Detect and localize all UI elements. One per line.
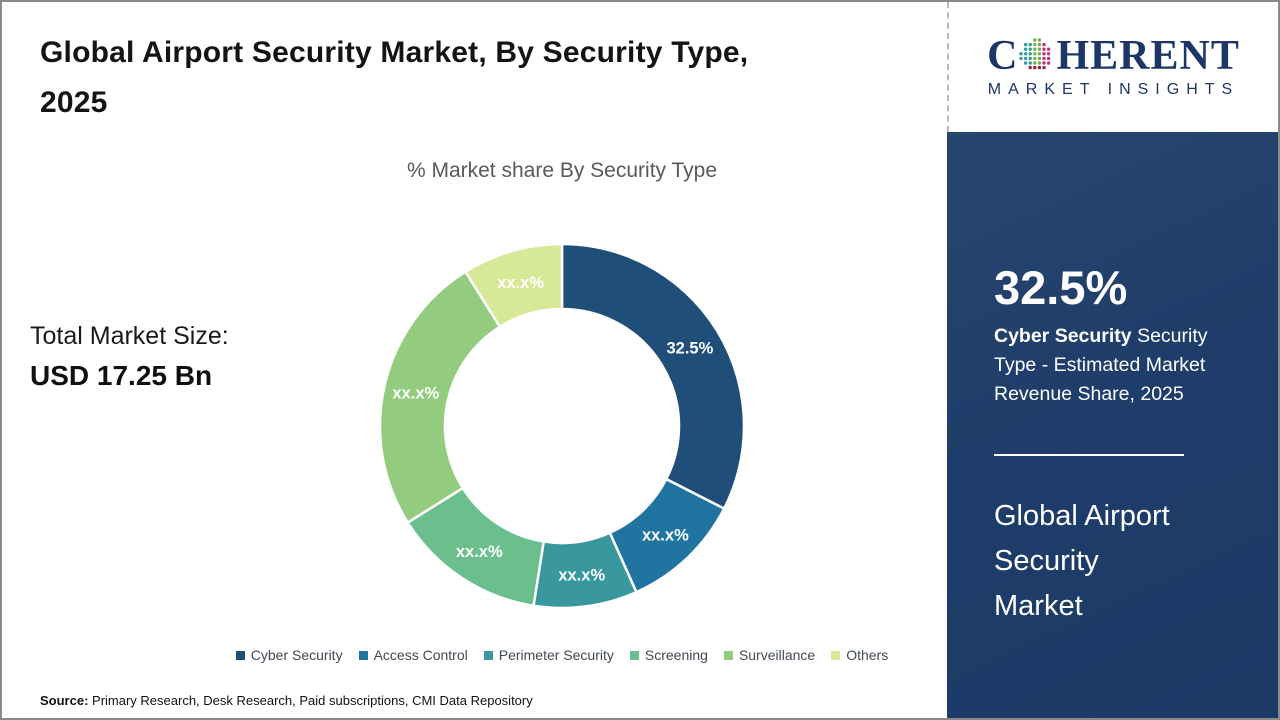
brand-logo-box: C HERENT MARKET INSIGHTS — [947, 2, 1278, 132]
globe-dot — [1038, 56, 1042, 61]
legend-item-cyber-security: Cyber Security — [235, 647, 343, 663]
donut-segment-label-cyber-security: 32.5% — [666, 340, 713, 358]
legend-swatch-icon — [483, 650, 493, 660]
globe-dot — [1047, 61, 1051, 65]
globe-dot — [1042, 52, 1047, 56]
donut-segment-others — [463, 242, 564, 329]
globe-dot — [1047, 52, 1051, 56]
page-title: Global Airport Security Market, By Secur… — [40, 28, 748, 128]
total-market-size: Total Market Size: USD 17.25 Bn — [30, 322, 229, 392]
donut-segment-cyber-security — [560, 242, 746, 511]
logo-letter-c: C — [987, 33, 1019, 79]
legend-item-perimeter-security: Perimeter Security — [483, 647, 614, 663]
brand-logo: C HERENT — [987, 35, 1240, 77]
globe-dot — [1038, 61, 1042, 65]
globe-dot — [1033, 47, 1037, 51]
globe-dot — [1047, 56, 1051, 61]
globe-dot — [1038, 47, 1042, 51]
logo-letters-rest: HERENT — [1056, 33, 1240, 79]
globe-dot — [1038, 42, 1042, 47]
brand-logo-subtext: MARKET INSIGHTS — [987, 81, 1240, 98]
panel-market-name: Global Airport Security Market — [994, 494, 1170, 629]
legend-swatch-icon — [831, 650, 841, 660]
chart-title: % Market share By Security Type — [406, 159, 718, 182]
globe-dot — [1028, 52, 1033, 56]
donut-segment-label-screening: xx.x% — [456, 543, 503, 561]
legend-item-access-control: Access Control — [358, 647, 468, 663]
market-size-label: Total Market Size: — [30, 322, 229, 350]
legend-label: Screening — [644, 647, 708, 663]
donut-chart-container: 32.5% xx.x% xx.x% xx.x% xx.x% xx.x% — [372, 236, 752, 616]
donut-chart: 32.5% xx.x% xx.x% xx.x% xx.x% xx.x% — [378, 242, 746, 610]
legend-label: Cyber Security — [250, 647, 343, 663]
globe-dot — [1038, 65, 1042, 70]
legend-item-surveillance: Surveillance — [723, 647, 816, 663]
globe-dot — [1033, 56, 1037, 61]
source-line: Source: Primary Research, Desk Research,… — [40, 693, 533, 708]
globe-dot — [1047, 47, 1051, 51]
donut-segment-label-access-control: xx.x% — [642, 527, 689, 545]
donut-segment-label-others: xx.x% — [497, 274, 544, 292]
globe-dot — [1033, 42, 1037, 47]
globe-dot — [1019, 52, 1024, 56]
globe-dot — [1028, 47, 1033, 51]
legend-swatch-icon — [235, 650, 245, 660]
highlight-stat-value: 32.5% — [994, 261, 1128, 314]
globe-dot — [1024, 61, 1028, 65]
legend-item-screening: Screening — [629, 647, 708, 663]
globe-dot — [1033, 38, 1037, 42]
panel-divider — [994, 454, 1184, 456]
donut-segment-label-perimeter-security: xx.x% — [558, 567, 605, 585]
market-size-value: USD 17.25 Bn — [30, 360, 213, 391]
legend-swatch-icon — [723, 650, 733, 660]
donut-segment-label-surveillance: xx.x% — [392, 384, 439, 402]
source-text: Primary Research, Desk Research, Paid su… — [92, 693, 533, 708]
globe-dot — [1042, 61, 1047, 65]
globe-dot — [1028, 56, 1033, 61]
legend-label: Others — [846, 647, 889, 663]
panel-market-name-line3: Market — [994, 590, 1083, 622]
donut-segment-surveillance — [378, 269, 502, 525]
globe-dot — [1028, 42, 1033, 47]
chart-legend: Cyber Security Access Control Perimeter Se… — [152, 647, 972, 663]
globe-dot — [1024, 56, 1028, 61]
globe-dot — [1033, 61, 1037, 65]
source-label: Source: — [40, 693, 89, 708]
globe-dot — [1038, 38, 1042, 42]
globe-dot — [1042, 42, 1047, 47]
page-title-line1: Global Airport Security Market, By Secur… — [40, 36, 749, 69]
globe-dot — [1042, 65, 1047, 70]
globe-dot — [1028, 61, 1033, 65]
legend-swatch-icon — [629, 650, 639, 660]
legend-label: Perimeter Security — [498, 647, 614, 663]
globe-dot — [1033, 52, 1037, 56]
globe-dot — [1024, 42, 1028, 47]
globe-dot — [1042, 56, 1047, 61]
brand-panel: C HERENT MARKET INSIGHTS 32.5% Cyber Sec… — [947, 2, 1278, 718]
page-title-line2: 2025 — [40, 86, 108, 119]
legend-swatch-icon — [358, 650, 368, 660]
legend-label: Access Control — [373, 647, 468, 663]
legend-item-others: Others — [831, 647, 888, 663]
globe-dots-icon — [1019, 38, 1051, 70]
globe-dot — [1028, 65, 1033, 70]
globe-dot — [1033, 65, 1037, 70]
globe-dot — [1038, 52, 1042, 56]
brand-panel-body: 32.5% Cyber Security Security Type - Est… — [947, 132, 1278, 718]
panel-market-name-line2: Security — [994, 545, 1099, 577]
panel-market-name-line1: Global Airport — [994, 500, 1170, 532]
globe-dot — [1042, 47, 1047, 51]
globe-dot — [1024, 47, 1028, 51]
legend-label: Surveillance — [738, 647, 816, 663]
globe-dot — [1024, 52, 1028, 56]
stat-description-rest: Security Type - Estimated Market Revenue… — [994, 325, 1208, 405]
highlight-stat-description: Cyber Security Security Type - Estimated… — [994, 322, 1239, 409]
stat-description-bold: Cyber Security — [994, 325, 1132, 347]
globe-dot — [1019, 56, 1024, 61]
